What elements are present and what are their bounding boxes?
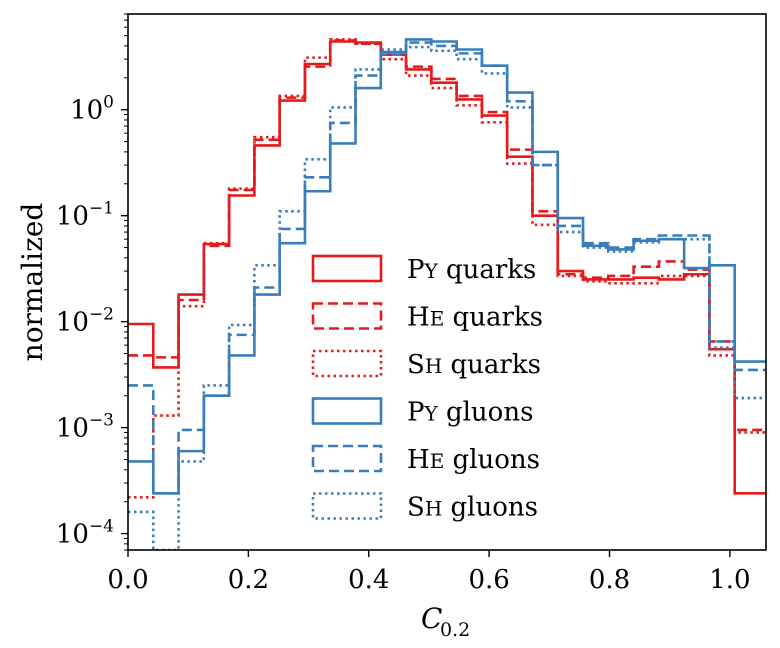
- series-py-gluons: [128, 38, 766, 495]
- y-tick-label: 10−1: [56, 199, 114, 232]
- legend-item-py-quarks: PY quarks: [311, 254, 536, 285]
- x-tick-label: 0.2: [228, 565, 269, 595]
- legend-item-he-quarks: HE quarks: [311, 302, 543, 333]
- legend-swatch: [311, 254, 383, 283]
- x-tick-label: 0.6: [468, 565, 509, 595]
- axes: 0.0 0.2 0.4 0.6 0.8 1.0 100 10−1 10−2 10−3 10−4: [56, 13, 751, 595]
- y-tick-label: 10−2: [56, 305, 114, 338]
- legend-label: SH quarks: [407, 350, 541, 380]
- x-tick-label: 0.0: [107, 565, 148, 595]
- legend-label: HE gluons: [407, 445, 540, 475]
- legend-swatch: [311, 302, 383, 330]
- x-axis-title-subscript: 0.2: [440, 619, 470, 641]
- legend-swatch: [311, 397, 383, 425]
- legend-label: PY quarks: [407, 255, 536, 285]
- legend-swatch: [311, 492, 383, 520]
- legend: PY quarks HE quarks SH quarks PY gluons HE g…: [311, 254, 543, 523]
- y-tick-label: 10−3: [56, 411, 114, 444]
- x-tick-label: 1.0: [709, 565, 750, 595]
- legend-item-sh-gluons: SH gluons: [311, 492, 538, 523]
- y-tick-label: 10−4: [56, 517, 114, 550]
- legend-label: PY gluons: [407, 398, 533, 428]
- x-axis-label: C 0.2: [421, 602, 470, 641]
- histogram-series: [128, 38, 766, 550]
- legend-label: HE quarks: [407, 303, 543, 333]
- plot-frame: [127, 13, 767, 551]
- x-tick-label: 0.4: [348, 565, 389, 595]
- x-axis-title: C: [421, 602, 442, 635]
- legend-item-he-gluons: HE gluons: [311, 444, 540, 475]
- legend-item-sh-quarks: SH quarks: [311, 349, 541, 380]
- series-sh-gluons: [128, 45, 766, 550]
- legend-swatch: [311, 349, 383, 378]
- x-tick-label: 0.8: [589, 565, 630, 595]
- y-tick-label: 100: [70, 93, 114, 126]
- legend-label: SH gluons: [407, 493, 538, 523]
- legend-item-py-gluons: PY gluons: [311, 397, 533, 428]
- y-axis-label: normalized: [16, 203, 49, 362]
- y-axis-title: normalized: [16, 203, 49, 362]
- legend-swatch: [311, 444, 383, 473]
